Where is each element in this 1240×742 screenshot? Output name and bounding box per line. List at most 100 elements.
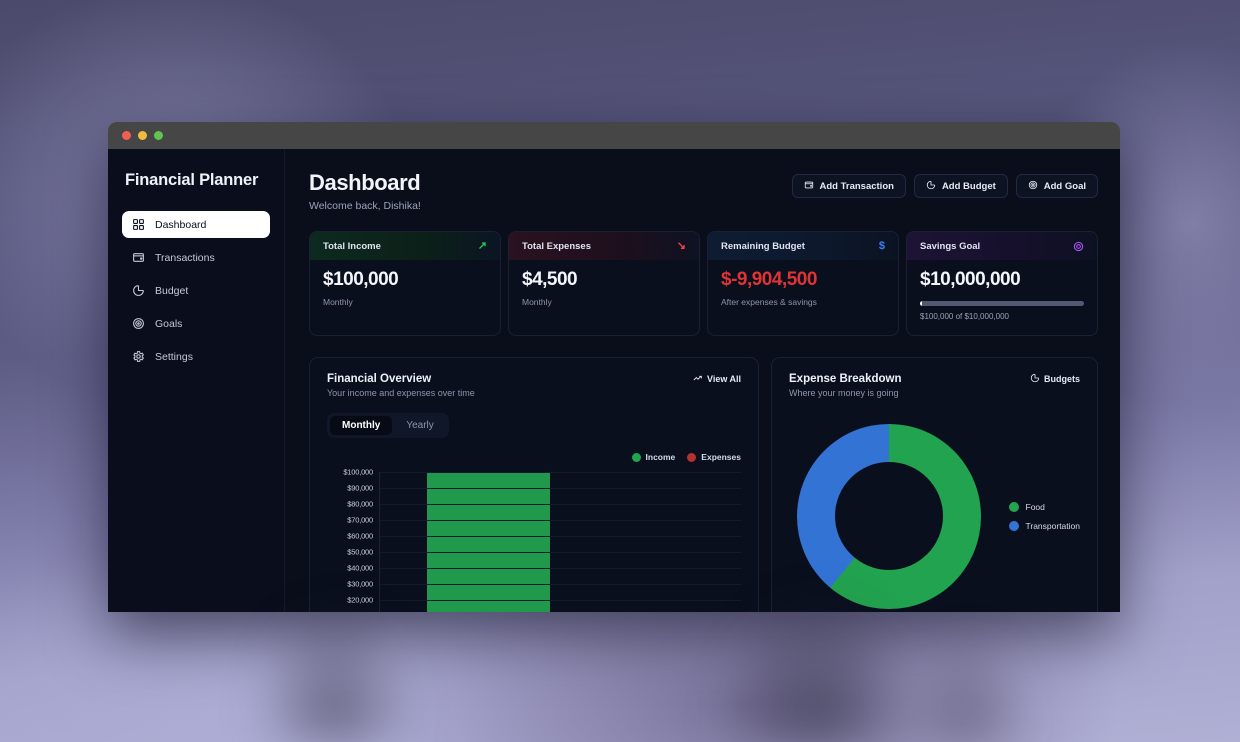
sidebar-item-budget[interactable]: Budget <box>122 277 270 304</box>
chart-gridlines <box>379 472 741 612</box>
stat-card-title: Total Expenses <box>522 241 591 252</box>
stat-card-note: After expenses & savings <box>721 297 817 307</box>
chart-bar[interactable] <box>426 472 550 612</box>
close-window-button[interactable] <box>122 131 131 140</box>
page-title: Dashboard <box>309 170 421 195</box>
stat-card-value: $10,000,000 <box>920 269 1021 290</box>
sidebar-item-label: Settings <box>155 350 193 363</box>
minimize-window-button[interactable] <box>138 131 147 140</box>
stat-card-title: Total Income <box>323 241 381 252</box>
panel-heading-group: Financial Overview Your income and expen… <box>327 373 475 398</box>
add-goal-button[interactable]: Add Goal <box>1015 174 1098 198</box>
legend-item-food: Food <box>1008 501 1081 512</box>
legend-swatch-income <box>631 452 641 462</box>
main-content: Dashboard Welcome back, Dishika! Add Tra… <box>285 149 1120 612</box>
donut-hole <box>834 462 943 570</box>
legend-label: Income <box>645 452 676 462</box>
chart-plot-area: $100,000 $90,000 $80,000 $70,000 $60,000 $50,… <box>327 468 741 612</box>
gridline <box>380 503 741 505</box>
pie-chart-icon <box>132 284 145 297</box>
pie-chart-icon <box>1030 373 1040 385</box>
sidebar: Financial Planner Dashboard Transactions <box>108 149 285 612</box>
y-axis-tick-label: $100,000 <box>343 467 373 477</box>
y-axis-tick-label: $30,000 <box>347 579 373 589</box>
financial-overview-panel: Financial Overview Your income and expen… <box>309 357 759 612</box>
sidebar-item-label: Goals <box>155 317 183 330</box>
stat-card-total-income: Total Income ↗ $100,000 Monthly <box>309 231 501 336</box>
stat-card-title: Savings Goal <box>920 241 981 252</box>
maximize-window-button[interactable] <box>154 131 163 140</box>
stat-card-title: Remaining Budget <box>721 241 805 252</box>
panel-header: Financial Overview Your income and expen… <box>327 373 741 398</box>
app-body: Financial Planner Dashboard Transactions <box>108 149 1120 612</box>
gridline <box>380 567 741 569</box>
y-axis-tick-label: $80,000 <box>347 499 373 509</box>
welcome-message: Welcome back, Dishika! <box>309 200 421 212</box>
button-label: Add Transaction <box>819 180 894 192</box>
gridline <box>380 487 741 489</box>
y-axis-tick-label: $20,000 <box>347 595 373 605</box>
view-all-link[interactable]: View All <box>693 373 741 385</box>
sidebar-item-dashboard[interactable]: Dashboard <box>122 211 270 238</box>
sidebar-item-transactions[interactable]: Transactions <box>122 244 270 271</box>
savings-progress-label: $100,000 of $10,000,000 <box>920 312 1009 321</box>
stat-card-header: Total Expenses ↘ <box>509 232 699 260</box>
gear-icon <box>132 350 145 363</box>
range-toggle[interactable]: Monthly Yearly <box>327 413 449 438</box>
stat-card-value: $-9,904,500 <box>721 269 817 290</box>
legend-swatch-expenses <box>687 452 697 462</box>
stat-card-remaining-budget: Remaining Budget $ $-9,904,500 After exp… <box>707 231 899 336</box>
dashboard-panels: Financial Overview Your income and expen… <box>309 357 1098 612</box>
budgets-link[interactable]: Budgets <box>1030 373 1080 385</box>
stat-card-body: $100,000 Monthly <box>310 260 500 321</box>
dollar-icon: $ <box>878 240 885 252</box>
target-icon <box>1073 241 1084 252</box>
target-icon <box>1028 180 1038 193</box>
gridline <box>380 583 741 585</box>
gridline <box>380 551 741 553</box>
chart-bars <box>380 472 741 612</box>
legend-swatch-food <box>1008 501 1019 512</box>
sidebar-item-label: Dashboard <box>155 218 207 231</box>
wallet-icon <box>804 180 814 193</box>
panel-heading-group: Expense Breakdown Where your money is go… <box>789 373 901 398</box>
y-axis-tick-label: $40,000 <box>347 563 373 573</box>
add-transaction-button[interactable]: Add Transaction <box>791 174 906 198</box>
sidebar-item-label: Transactions <box>155 251 215 264</box>
add-budget-button[interactable]: Add Budget <box>913 174 1008 198</box>
sidebar-item-settings[interactable]: Settings <box>122 343 270 370</box>
app-brand-title: Financial Planner <box>125 171 259 189</box>
header-actions: Add Transaction Add Budget <box>791 174 1098 198</box>
savings-progress-bar <box>920 301 1084 306</box>
stat-card-header: Savings Goal <box>907 232 1097 260</box>
page-header: Dashboard Welcome back, Dishika! Add Tra… <box>309 170 1098 212</box>
stat-card-body: $-9,904,500 After expenses & savings <box>708 260 898 321</box>
panel-title: Expense Breakdown <box>789 373 902 385</box>
stat-card-savings-goal: Savings Goal $10,000,000 $100,000 of $10 <box>906 231 1098 336</box>
sidebar-item-goals[interactable]: Goals <box>122 310 270 337</box>
sidebar-item-label: Budget <box>155 284 189 297</box>
stat-card-header: Total Income ↗ <box>310 232 500 260</box>
arrow-up-right-icon: ↗ <box>477 240 487 252</box>
trend-up-icon <box>693 373 703 385</box>
grid-icon <box>132 218 145 231</box>
range-option-monthly[interactable]: Monthly <box>330 416 393 435</box>
donut-legend: Food Transportation <box>1008 501 1081 531</box>
button-label: Add Goal <box>1043 180 1086 192</box>
y-axis-tick-label: $90,000 <box>347 483 373 493</box>
window-titlebar <box>108 122 1120 149</box>
legend-item-transportation: Transportation <box>1008 520 1080 531</box>
arrow-down-right-icon: ↘ <box>676 240 686 252</box>
chart-legend: Income Expenses <box>631 452 741 462</box>
budgets-label: Budgets <box>1044 374 1080 384</box>
range-option-yearly[interactable]: Yearly <box>406 420 434 431</box>
target-icon <box>132 317 145 330</box>
gridline <box>380 535 741 537</box>
stat-card-total-expenses: Total Expenses ↘ $4,500 Monthly <box>508 231 700 336</box>
pie-chart-icon <box>926 180 936 193</box>
panel-title: Financial Overview <box>327 373 432 385</box>
y-axis-tick-label: $60,000 <box>347 531 373 541</box>
stat-card-note: Monthly <box>522 297 552 307</box>
legend-label: Food <box>1025 501 1045 512</box>
donut-graphic <box>797 423 981 609</box>
